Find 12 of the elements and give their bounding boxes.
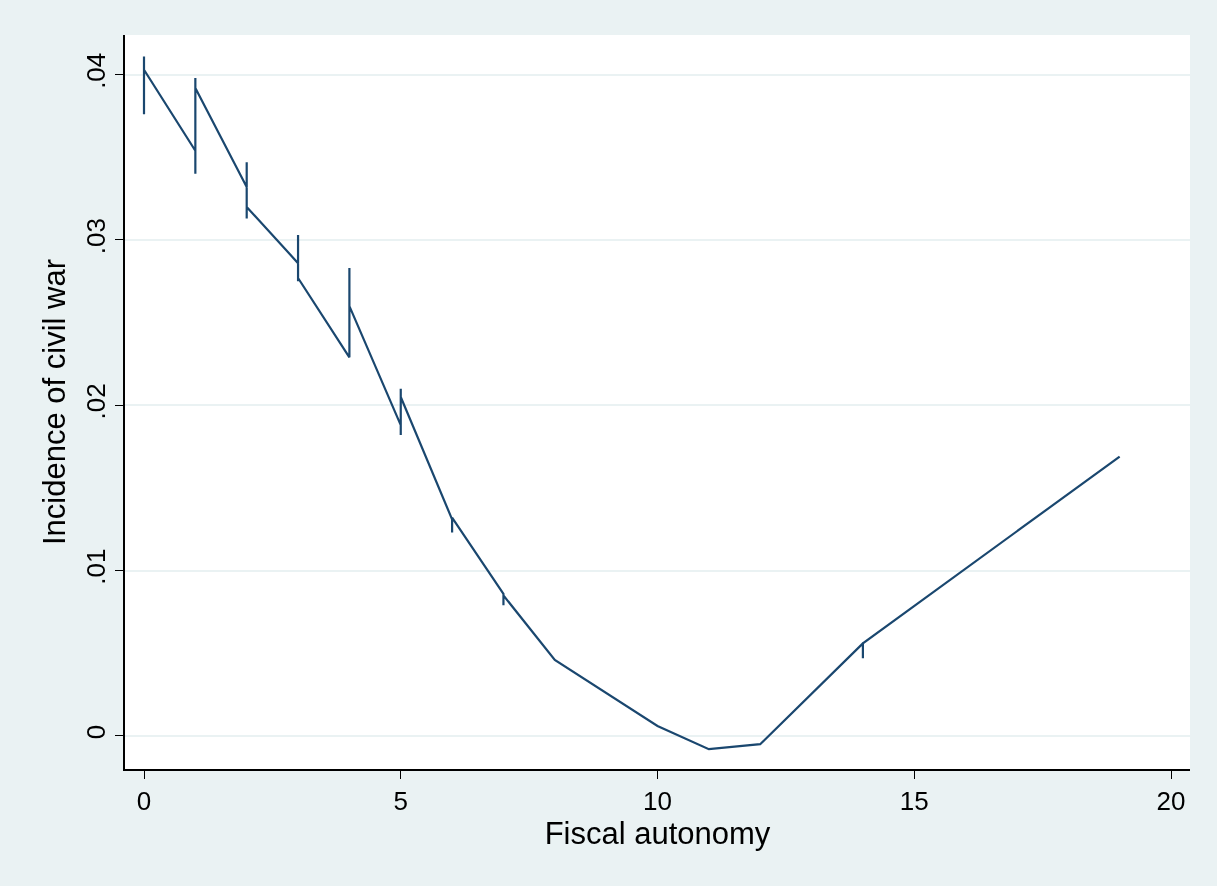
y-tick-label: .02 (80, 383, 111, 420)
x-tick-label: 10 (643, 785, 672, 816)
y-tick-label: .01 (80, 548, 111, 585)
y-tick-label: 0 (80, 724, 111, 740)
y-tick-label: .03 (80, 218, 111, 255)
y-axis-title: Incidence of civil war (37, 258, 72, 546)
x-tick-label: 5 (393, 785, 408, 816)
x-tick-label: 15 (899, 785, 929, 816)
y-tick-label: .04 (80, 52, 111, 89)
x-tick-label: 20 (1156, 785, 1186, 816)
x-tick-label: 0 (136, 785, 152, 816)
x-axis-title: Fiscal autonomy (544, 815, 771, 851)
